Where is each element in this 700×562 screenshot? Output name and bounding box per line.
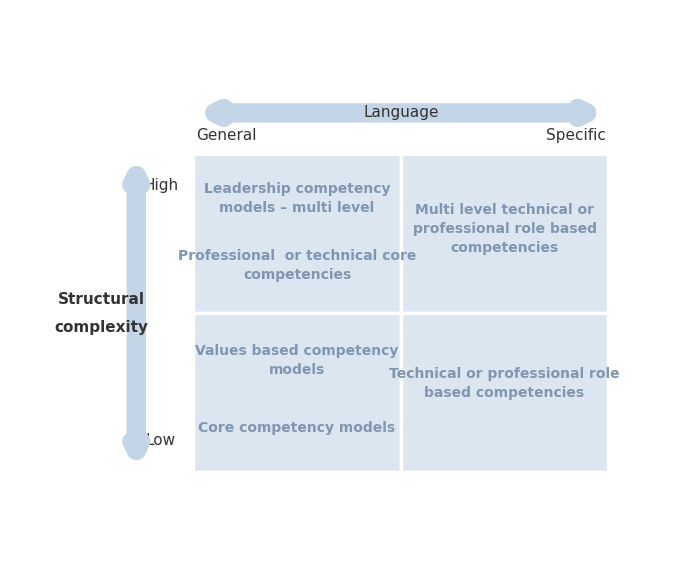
FancyBboxPatch shape	[401, 154, 608, 313]
FancyBboxPatch shape	[401, 313, 608, 472]
Text: Core competency models: Core competency models	[199, 420, 396, 434]
Text: complexity: complexity	[54, 320, 148, 334]
Text: Values based competency
models: Values based competency models	[195, 345, 399, 377]
Text: Professional  or technical core
competencies: Professional or technical core competenc…	[178, 249, 416, 282]
FancyBboxPatch shape	[193, 313, 401, 472]
Text: Leadership competency
models – multi level: Leadership competency models – multi lev…	[204, 182, 391, 215]
Text: Technical or professional role
based competencies: Technical or professional role based com…	[389, 368, 620, 400]
Text: High: High	[144, 178, 178, 193]
Text: General: General	[196, 128, 256, 143]
FancyBboxPatch shape	[193, 154, 401, 313]
Text: Low: Low	[146, 433, 176, 448]
Text: Multi level technical or
professional role based
competencies: Multi level technical or professional ro…	[412, 203, 596, 255]
Text: Structural: Structural	[57, 292, 145, 306]
Text: Language: Language	[363, 106, 438, 120]
Text: Specific: Specific	[546, 128, 606, 143]
